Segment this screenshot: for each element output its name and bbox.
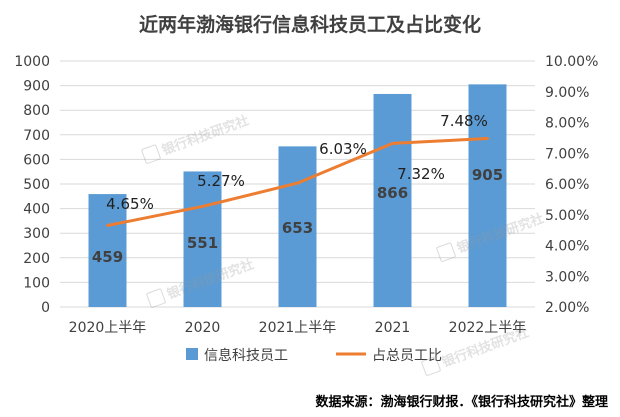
x-tick-label: 2020: [185, 320, 221, 336]
legend-swatch-bar: [186, 348, 198, 360]
y-right-tick-label: 2.00%: [545, 300, 589, 316]
chart-title: 近两年渤海银行信息科技员工及占比变化: [138, 14, 481, 36]
y-right-tick-label: 7.00%: [545, 146, 589, 162]
x-tick-label: 2022上半年: [449, 320, 527, 336]
bar: [468, 84, 507, 308]
y-right-tick-label: 10.00%: [545, 54, 598, 70]
x-tick-label: 2021上半年: [259, 320, 337, 336]
bar-value-label: 905: [472, 166, 503, 184]
line-value-label: 7.48%: [440, 112, 488, 130]
y-left-tick-label: 1000: [14, 54, 50, 70]
y-left-tick-label: 0: [41, 300, 50, 316]
bar-value-label: 459: [92, 248, 123, 266]
bar-value-label: 551: [187, 234, 218, 252]
x-tick-label: 2020上半年: [69, 320, 147, 336]
y-left-tick-label: 500: [23, 177, 50, 193]
y-right-tick-label: 8.00%: [545, 116, 589, 132]
y-right-tick-label: 9.00%: [545, 85, 589, 101]
bar: [373, 93, 412, 308]
bar: [278, 146, 317, 307]
y-left-tick-label: 600: [23, 152, 50, 168]
y-left-tick-label: 400: [23, 202, 50, 218]
line-series-percentage: [106, 136, 489, 228]
line-value-label: 7.32%: [397, 165, 445, 183]
bar-value-label: 866: [377, 184, 408, 202]
x-tick-label: 2021: [375, 320, 411, 336]
y-right-tick-label: 4.00%: [545, 239, 589, 255]
y-right-tick-label: 3.00%: [545, 269, 589, 285]
legend-label-line: 占总员工比: [372, 348, 442, 364]
bar-value-label: 653: [282, 219, 313, 237]
y-right-tick-label: 5.00%: [545, 208, 589, 224]
bar: [183, 171, 222, 307]
legend-label-bar: 信息科技员工: [204, 347, 288, 364]
line-value-label: 6.03%: [319, 140, 367, 158]
y-right-tick-label: 6.00%: [545, 177, 589, 193]
y-left-tick-label: 100: [23, 275, 50, 291]
y-left-tick-label: 200: [23, 251, 50, 267]
y-left-tick-label: 900: [23, 79, 50, 95]
y-left-tick-label: 700: [23, 128, 50, 144]
line-value-label: 4.65%: [106, 195, 154, 213]
bar: [88, 194, 127, 307]
y-left-tick-label: 800: [23, 103, 50, 119]
y-left-tick-label: 300: [23, 226, 50, 242]
source-note: 数据来源：渤海银行财报．《银行科技研究社》整理: [315, 395, 608, 410]
line-value-label: 5.27%: [197, 172, 245, 190]
